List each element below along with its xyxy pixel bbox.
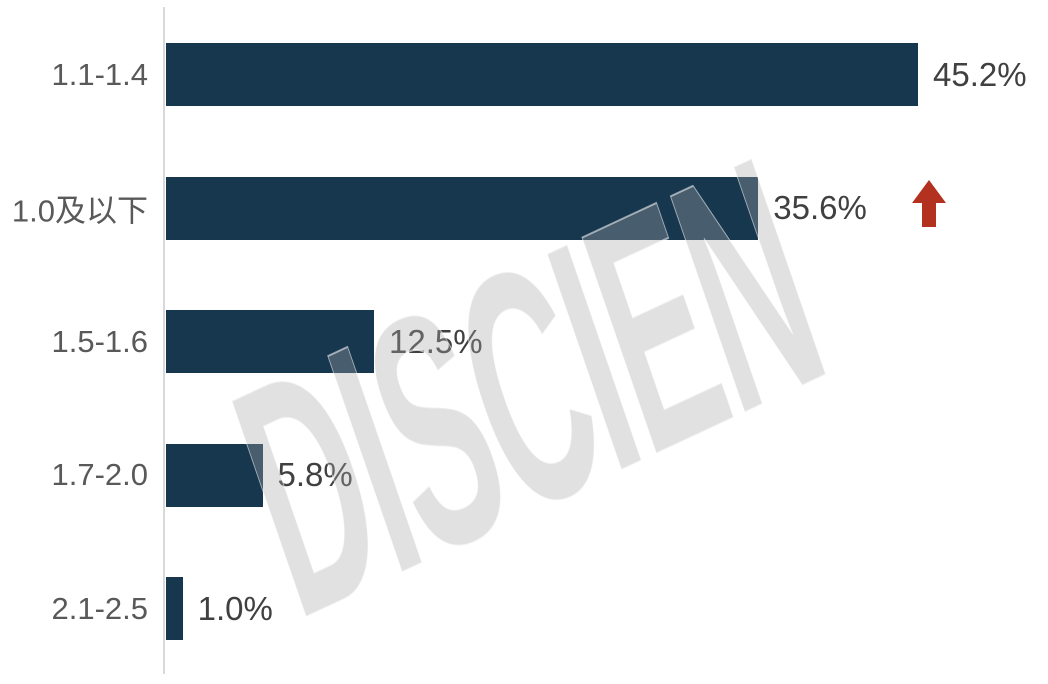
up-arrow-icon xyxy=(912,179,946,227)
bar xyxy=(166,577,183,640)
category-label: 1.7-2.0 xyxy=(51,457,148,492)
value-label: 1.0% xyxy=(197,589,273,627)
value-label: 35.6% xyxy=(773,189,867,226)
category-label: 2.1-2.5 xyxy=(51,590,148,626)
category-label: 1.0及以下 xyxy=(11,193,148,229)
bar xyxy=(166,443,263,507)
chart-row: 1.7-2.0 5.8% xyxy=(0,443,1048,507)
bar xyxy=(166,310,374,373)
bar xyxy=(166,176,759,240)
chart-row: 1.0及以下 35.6% xyxy=(0,176,1048,240)
y-axis-line xyxy=(163,7,165,674)
value-label: 12.5% xyxy=(389,322,483,360)
bar xyxy=(166,43,918,106)
chart-row: 2.1-2.5 1.0% xyxy=(0,577,1048,640)
category-label: 1.5-1.6 xyxy=(51,323,148,359)
chart-row: 1.5-1.6 12.5% xyxy=(0,310,1048,373)
value-label: 45.2% xyxy=(933,55,1027,93)
chart-row: 1.1-1.4 45.2% xyxy=(0,43,1048,106)
value-label: 5.8% xyxy=(277,456,353,493)
category-label: 1.1-1.4 xyxy=(51,56,148,92)
